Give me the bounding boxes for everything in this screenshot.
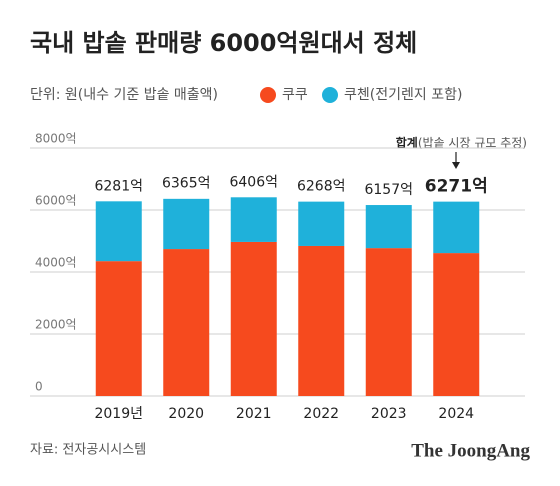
y-tick-label: 8000억 bbox=[35, 132, 77, 146]
total-label: 6406억 bbox=[229, 174, 278, 190]
bar-segment bbox=[298, 201, 345, 246]
bar-segment bbox=[230, 197, 277, 242]
x-tick-label: 2023 bbox=[371, 406, 407, 422]
annotation: 합계(밥솥 시장 규모 추정) bbox=[396, 135, 527, 150]
x-tick-label: 2021 bbox=[236, 406, 272, 422]
total-label: 6268억 bbox=[297, 179, 346, 195]
total-label: 6281억 bbox=[94, 178, 143, 194]
y-tick-label: 0 bbox=[35, 380, 43, 394]
bar-segment bbox=[163, 249, 210, 396]
brand: The JoongAng bbox=[411, 440, 530, 461]
chart-title: 국내 밥솥 판매량 6000억원대서 정체 bbox=[30, 29, 417, 57]
legend-label: 쿠첸(전기렌지 포함) bbox=[344, 87, 462, 103]
x-tick-label: 2019년 bbox=[94, 406, 143, 422]
y-tick-label: 4000억 bbox=[35, 256, 77, 270]
annotation-arrowhead bbox=[452, 162, 460, 169]
bar-segment bbox=[433, 201, 480, 254]
y-tick-label: 6000억 bbox=[35, 194, 77, 208]
bar-segment bbox=[365, 205, 412, 249]
x-tick-label: 2022 bbox=[303, 406, 339, 422]
bar-segment bbox=[95, 261, 142, 396]
legend-label: 쿠쿠 bbox=[282, 87, 308, 103]
annotation-text: (밥솥 시장 규모 추정) bbox=[418, 136, 527, 150]
bar-segment bbox=[298, 245, 345, 396]
source: 자료: 전자공시시스템 bbox=[30, 443, 146, 458]
x-tick-label: 2024 bbox=[438, 406, 474, 422]
total-label: 6157억 bbox=[364, 182, 413, 198]
y-tick-label: 2000억 bbox=[35, 318, 77, 332]
total-label: 6271억 bbox=[425, 177, 488, 197]
bar-segment bbox=[433, 253, 480, 396]
unit-note: 단위: 원(내수 기준 밥솥 매출액) bbox=[30, 87, 218, 103]
bar-segment bbox=[230, 241, 277, 396]
bar-segment bbox=[95, 201, 142, 262]
annotation-bold: 합계 bbox=[396, 135, 418, 150]
bar-segment bbox=[163, 198, 210, 250]
bar-segment bbox=[365, 248, 412, 396]
legend-swatch bbox=[260, 87, 276, 103]
x-tick-label: 2020 bbox=[168, 406, 204, 422]
legend-swatch bbox=[322, 87, 338, 103]
total-label: 6365억 bbox=[162, 176, 211, 192]
